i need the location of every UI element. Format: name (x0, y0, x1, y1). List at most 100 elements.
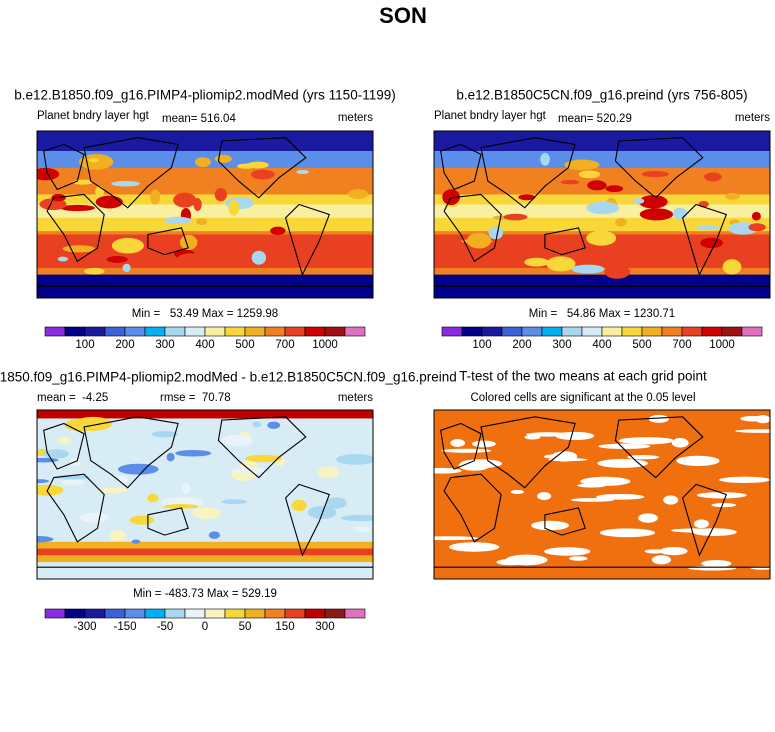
field-blob (270, 226, 286, 235)
field-blob (751, 211, 761, 221)
coastline (480, 416, 576, 489)
field-blob (88, 158, 99, 163)
colorbar-label: 100 (472, 339, 491, 351)
field-blob (571, 264, 605, 274)
colorbar-cell (304, 608, 326, 619)
field-blob (220, 434, 254, 447)
colorbar-label: 300 (315, 621, 334, 633)
nonsignificant-cells (618, 437, 675, 445)
arctic-field (434, 131, 770, 152)
colorbar-label: -300 (73, 621, 96, 633)
min-max: Min = 54.86 Max = 1230.71 (529, 308, 675, 320)
coastline (440, 422, 482, 470)
nonsignificant-cells (543, 454, 567, 459)
field-blob (540, 152, 550, 166)
nonsignificant-cells (448, 542, 500, 552)
field-blob (340, 514, 373, 522)
field-blob (291, 499, 307, 512)
field-blob (641, 171, 669, 178)
field-blob (163, 504, 199, 509)
field-blob (37, 484, 64, 496)
field-blob (37, 536, 54, 543)
colorbar-cell (204, 326, 226, 337)
colorbar-label: 50 (239, 621, 252, 633)
nonsignificant-cells (638, 513, 658, 523)
field-blob (164, 216, 192, 225)
nonsignificant-cells (505, 554, 548, 566)
colorbar-cell (144, 608, 166, 619)
colorbar-cell (64, 608, 86, 619)
nonsignificant-cells (648, 414, 669, 423)
field-blob (724, 192, 740, 200)
colorbar-cell (144, 326, 166, 337)
field-blob (237, 163, 257, 169)
field-blob (442, 189, 460, 206)
nonsignificant-cells (598, 443, 651, 449)
colorbar-cell (84, 608, 106, 619)
map-frame (36, 130, 374, 299)
field-blob (466, 232, 492, 249)
arctic-field (37, 410, 373, 419)
field-blob (546, 256, 576, 272)
field-blob (150, 189, 161, 205)
colorbar-label: 300 (552, 339, 571, 351)
colorbar-cell (324, 608, 346, 619)
field-blob (488, 226, 504, 240)
rmse-value: rmse = 70.78 (160, 392, 231, 404)
coastline (83, 416, 179, 489)
colorbar-cell (741, 326, 763, 337)
min-max: Min = -483.73 Max = 529.19 (133, 588, 277, 600)
field-blob (181, 482, 191, 495)
colorbar-cell (344, 326, 366, 337)
colorbar-label: 150 (275, 621, 294, 633)
field-blob (296, 170, 309, 175)
nonsignificant-cells (671, 528, 716, 533)
coastline (83, 137, 179, 209)
nonsignificant-cells (570, 498, 615, 502)
nonsignificant-cells (735, 429, 770, 433)
field-blob (587, 180, 607, 191)
field-blob (178, 253, 203, 263)
field-blob (574, 254, 596, 260)
field-blob (179, 234, 198, 251)
coastline (544, 227, 586, 256)
coastline (147, 507, 189, 536)
field-blob (633, 198, 645, 204)
colorbar-cell (581, 326, 603, 337)
panel-title: T-test of the two means at each grid poi… (459, 369, 707, 384)
figure-title: SON (379, 3, 427, 28)
colorbar-cell (184, 608, 206, 619)
nonsignificant-cells (755, 415, 770, 424)
field-blob (111, 237, 144, 254)
nonsignificant-cells (663, 495, 679, 505)
field-blob (54, 474, 90, 480)
colorbar-cell (224, 608, 246, 619)
nonsignificant-cells (676, 455, 720, 467)
field-blob (267, 421, 281, 429)
coastline (284, 203, 331, 277)
colorbar-label: 1000 (709, 339, 735, 351)
field-blob (250, 169, 275, 180)
colorbar-cell (521, 326, 543, 337)
field-blob (564, 159, 600, 171)
nonsignificant-cells (441, 448, 492, 453)
field-blob (117, 463, 159, 475)
nonsignificant-cells (711, 502, 737, 508)
colorbar-cell (104, 608, 126, 619)
nonsignificant-cells (671, 438, 689, 448)
colorbar-label: 200 (115, 339, 134, 351)
panel-title: b.e12.B1850C5CN.f09_g16.preind (yrs 756-… (456, 88, 747, 103)
units: meters (338, 392, 373, 404)
coastline (284, 483, 331, 557)
field-blob (98, 487, 129, 494)
field-blob (131, 539, 141, 544)
field-blob (84, 267, 105, 275)
southern-field (37, 548, 373, 556)
nonsignificant-cells (450, 439, 466, 447)
nonsignificant-cells (569, 556, 588, 561)
coastline (440, 143, 482, 191)
colorbar-cell (681, 326, 703, 337)
nonsignificant-cells (694, 519, 709, 529)
field-blob (57, 436, 72, 445)
field-blob (37, 479, 50, 484)
